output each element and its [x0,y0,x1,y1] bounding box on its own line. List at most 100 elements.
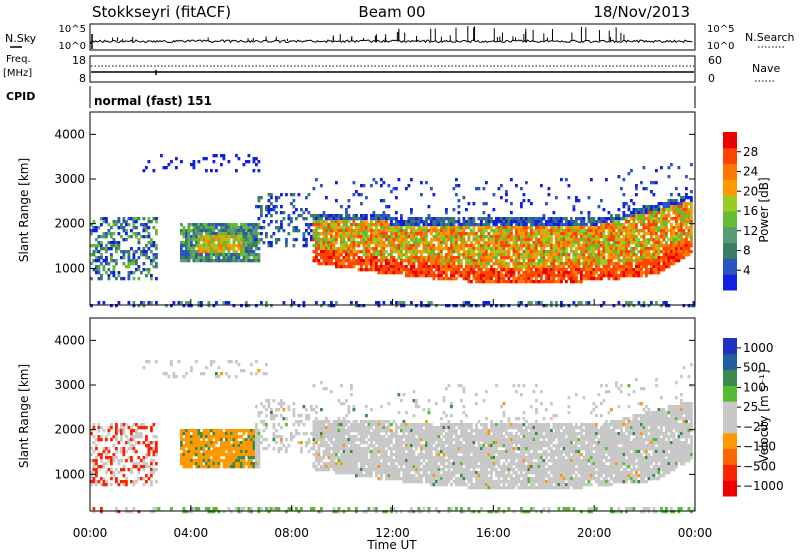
heatmap-cell [450,232,453,236]
heatmap-cell [530,244,533,248]
heatmap-cell [192,250,196,254]
heatmap-cell [487,301,491,305]
heatmap-cell [380,223,383,227]
heatmap-cell [647,253,651,257]
heatmap-cell [135,262,138,266]
heatmap-cell [237,435,241,439]
heatmap-cell [125,250,128,254]
heatmap-cell [472,271,476,275]
heatmap-cell [485,277,488,281]
heatmap-cell [210,244,213,248]
heatmap-cell [202,441,206,445]
heatmap-cell [300,447,303,451]
heatmap-cell [487,259,491,263]
heatmap-cell [342,247,346,251]
heatmap-cell [560,241,563,245]
heatmap-cell [200,453,203,457]
heatmap-cell [360,217,363,221]
heatmap-cell [605,178,608,182]
heatmap-cell [202,465,206,469]
heatmap-cell [225,444,228,448]
heatmap-cell [90,432,93,436]
heatmap-cell [572,301,576,305]
heatmap-cell [627,253,631,257]
heatmap-cell [222,238,226,242]
heatmap-cell [657,262,661,266]
heatmap-cell [632,238,636,242]
heatmap-cell [557,244,561,248]
heatmap-cell [615,274,618,278]
heatmap-cell [312,229,316,233]
heatmap-cell [207,459,211,463]
heatmap-cell [280,441,283,445]
y-tick-label: 1000 [54,261,85,275]
heatmap-cell [217,429,221,433]
heatmap-cell [150,462,153,466]
power-colorbar-label: Power [dB] [757,177,771,242]
heatmap-cell [545,271,548,275]
heatmap-cell [245,235,248,239]
heatmap-cell [337,262,341,266]
heatmap-cell [555,274,558,278]
heatmap-cell [510,247,513,251]
heatmap-cell [687,229,691,233]
heatmap-cell [637,220,641,224]
heatmap-cell [555,250,558,254]
heatmap-cell [532,217,536,221]
heatmap-cell [655,271,658,275]
heatmap-cell [212,253,216,257]
heatmap-cell [640,274,643,278]
colorbar-segment [723,274,737,291]
heatmap-cell [310,507,313,511]
heatmap-cell [205,462,208,466]
heatmap-cell [630,241,633,245]
heatmap-cell [380,184,383,188]
heatmap-cell [482,226,486,230]
heatmap-cell [265,438,268,442]
colorbar-segment [723,179,737,196]
heatmap-cell [97,256,101,260]
heatmap-cell [270,411,273,415]
heatmap-cell [487,223,491,227]
heatmap-cell [232,447,236,451]
heatmap-cell [495,271,498,275]
heatmap-cell [602,217,606,221]
heatmap-cell [532,256,536,260]
heatmap-cell [240,450,243,454]
heatmap-cell [127,510,131,514]
heatmap-cell [92,426,96,430]
heatmap-cell [385,250,388,254]
heatmap-cell [427,250,431,254]
heatmap-cell [687,211,691,215]
heatmap-cell [670,244,673,248]
heatmap-cell [325,235,328,239]
heatmap-cell [247,232,251,236]
heatmap-cell [642,253,646,257]
heatmap-cell [222,444,226,448]
heatmap-cell [222,453,226,457]
heatmap-cell [260,208,263,212]
heatmap-cell [335,220,338,224]
heatmap-cell [105,462,108,466]
heatmap-cell [652,262,656,266]
heatmap-cell [690,244,693,248]
heatmap-cell [532,262,536,266]
heatmap-cell [330,247,333,251]
heatmap-cell [342,259,346,263]
heatmap-cell [667,220,671,224]
heatmap-cell [550,238,553,242]
heatmap-cell [555,217,558,221]
heatmap-cell [512,262,516,266]
heatmap-cell [472,229,476,233]
heatmap-cell [340,214,343,218]
heatmap-cell [462,232,466,236]
heatmap-cell [560,304,563,308]
heatmap-cell [180,247,183,251]
heatmap-cell [390,238,393,242]
heatmap-cell [150,262,153,266]
heatmap-cell [100,483,103,487]
heatmap-cell [632,211,636,215]
heatmap-cell [467,268,471,272]
heatmap-cell [450,220,453,224]
heatmap-cell [320,217,323,221]
